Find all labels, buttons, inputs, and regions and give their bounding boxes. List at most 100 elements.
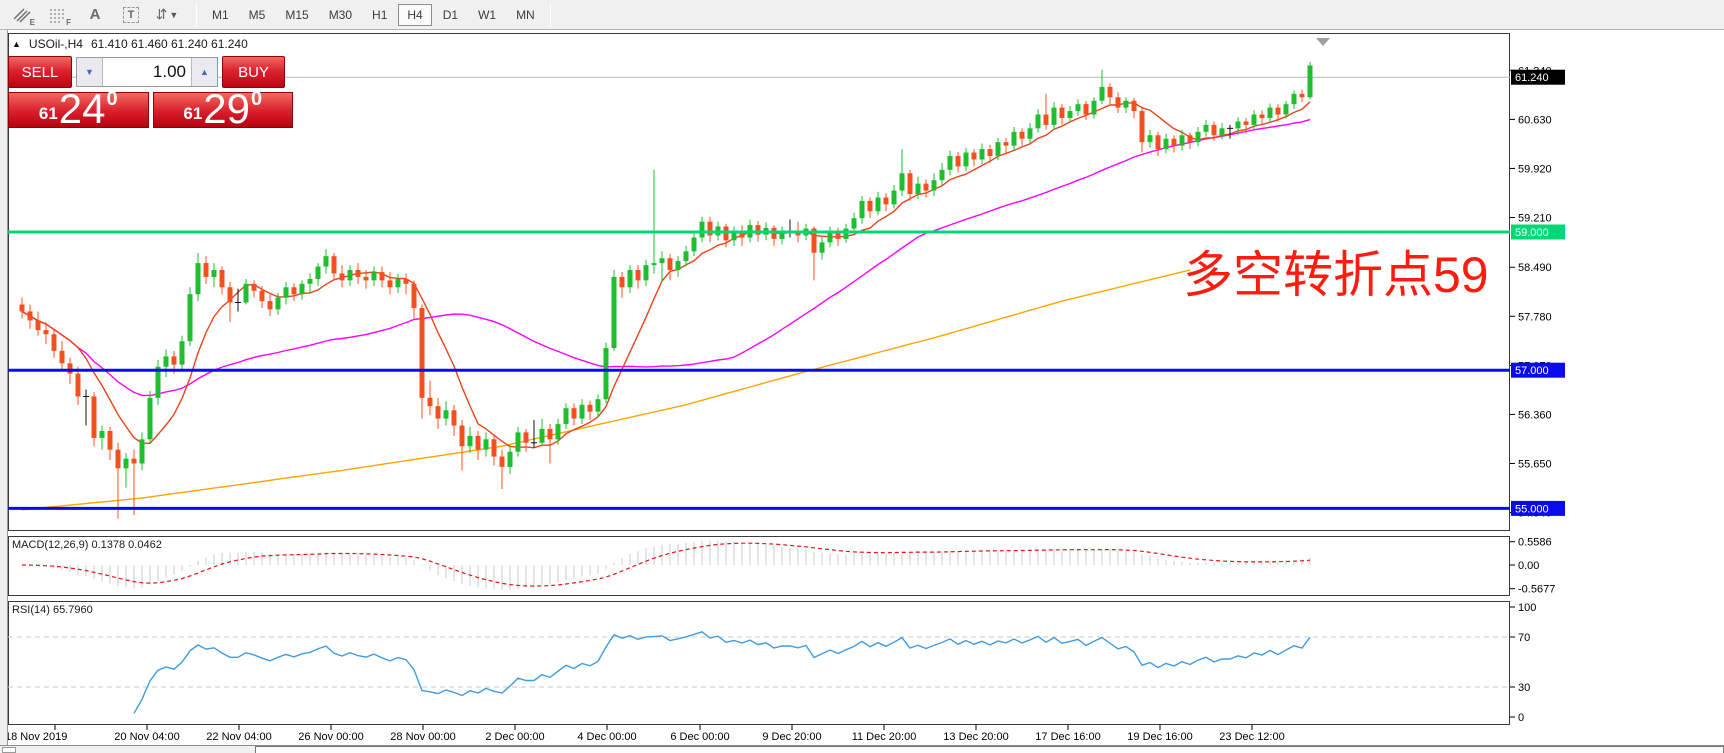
macd-tick-label: -0.5677 (1518, 584, 1555, 596)
candle-body (699, 221, 705, 238)
candle-body (659, 258, 665, 264)
candle-body (1107, 86, 1113, 98)
candle-body (283, 287, 289, 298)
price-tick-label: 61.340 (1518, 65, 1552, 77)
bottom-left-box[interactable] (2, 747, 16, 753)
tf-button-W1[interactable]: W1 (469, 4, 505, 26)
buy-button[interactable]: BUY (222, 56, 285, 88)
toolbar-separator (196, 2, 197, 27)
candle-body (75, 373, 81, 397)
candle-body (955, 155, 961, 167)
candle-body (947, 155, 953, 170)
sell-button[interactable]: SELL (8, 56, 72, 88)
candle-body (123, 458, 129, 469)
volume-increase-button[interactable]: ▲ (191, 58, 217, 86)
rsi-tick-label: 0 (1518, 712, 1524, 724)
candle-body (1171, 138, 1177, 146)
candle-body (1011, 131, 1017, 146)
candle-body (131, 458, 137, 464)
tf-button-M15[interactable]: M15 (276, 4, 317, 26)
candle-body (571, 408, 577, 419)
candle-body (803, 228, 809, 236)
candle-body (907, 173, 913, 194)
candle-body (691, 237, 697, 252)
macd-tick-label: 0.5586 (1518, 537, 1552, 549)
price-box-57.000 (1511, 362, 1565, 378)
candle-body (603, 348, 609, 400)
buy-price-sup: 0 (251, 88, 263, 110)
bottom-window-titlebar[interactable] (255, 746, 1724, 753)
candle-body (1027, 128, 1033, 139)
candle-body (547, 428, 553, 440)
candle-body (971, 152, 977, 160)
time-axis-label: 2 Dec 00:00 (485, 731, 544, 743)
candle-body (1035, 114, 1041, 129)
drawing-tools-group: E F A T ⇵ ▼ (0, 4, 190, 27)
candle-body (195, 263, 201, 295)
buy-price-panel[interactable]: 61 29 0 (152, 85, 293, 132)
price-tick-label: 54.940 (1518, 508, 1552, 520)
candle-body (1299, 93, 1305, 98)
candle-body (435, 406, 441, 419)
candle-body (723, 226, 729, 241)
candle-body (387, 280, 393, 288)
candle-body (1131, 100, 1137, 112)
candle-body (403, 278, 409, 284)
candle-body (747, 225, 753, 238)
equidistant-channel-icon[interactable]: E (10, 4, 36, 27)
arrows-icon[interactable]: ⇵ ▼ (155, 6, 179, 22)
price-axis: 61.340 60.630 59.920 59.210 58.490 57.780 57.0… (1510, 65, 1565, 724)
candle-body (459, 425, 465, 447)
candle-body (379, 272, 385, 281)
candle-body (643, 265, 649, 281)
toolbar: E F A T ⇵ ▼ M1 M5 M15 M30 H1 H4 D1 W1 MN (0, 0, 1724, 30)
candle-body (475, 435, 481, 450)
candle-body (363, 276, 369, 281)
candle-body (43, 330, 49, 335)
tf-button-D1[interactable]: D1 (434, 4, 467, 26)
candle-body (491, 439, 497, 457)
rsi-line (133, 631, 1311, 714)
candle-body (171, 356, 177, 365)
candle-body (35, 320, 41, 331)
tf-button-M30[interactable]: M30 (320, 4, 361, 26)
time-axis: 18 Nov 2019 20 Nov 04:00 22 Nov 04:00 26 No… (5, 725, 1285, 743)
tf-button-M5[interactable]: M5 (240, 4, 275, 26)
candle-body (1259, 114, 1265, 118)
candle-body (59, 350, 65, 364)
candle-body (451, 410, 457, 426)
price-box-61.240 (1511, 69, 1565, 85)
candle-body (651, 263, 657, 266)
candle-body (331, 256, 337, 274)
volume-decrease-button[interactable]: ▼ (77, 58, 103, 86)
candle-body (763, 227, 769, 235)
fibonacci-retracement-icon[interactable]: F (46, 4, 72, 27)
candle-body (315, 266, 321, 279)
candle-body (1203, 124, 1209, 132)
collapse-triangle-icon[interactable]: ▲ (12, 39, 21, 49)
text-box-icon[interactable]: T (118, 4, 144, 26)
candle-body (243, 283, 249, 303)
buy-price-big: 29 (203, 85, 250, 132)
tf-button-H1[interactable]: H1 (363, 4, 396, 26)
candle-body (523, 432, 529, 443)
macd-signal-line (21, 542, 1311, 587)
tf-button-MN[interactable]: MN (507, 4, 544, 26)
rsi-panel (8, 601, 1510, 725)
text-label-icon[interactable]: A (89, 6, 101, 23)
candle-body (635, 270, 641, 281)
time-axis-label: 19 Dec 16:00 (1127, 731, 1192, 743)
candle-body (987, 149, 993, 156)
tf-button-M1[interactable]: M1 (203, 4, 238, 26)
candle-body (395, 278, 401, 288)
candle-body (347, 270, 353, 281)
candle-body (1267, 107, 1273, 118)
volume-input[interactable] (103, 58, 191, 86)
sell-price-big: 24 (58, 85, 106, 132)
candle-body (739, 232, 745, 238)
candle-body (875, 197, 881, 212)
tf-button-H4[interactable]: H4 (398, 3, 432, 26)
candle-body (307, 278, 313, 284)
sell-price-panel[interactable]: 61 24 0 (8, 85, 149, 132)
